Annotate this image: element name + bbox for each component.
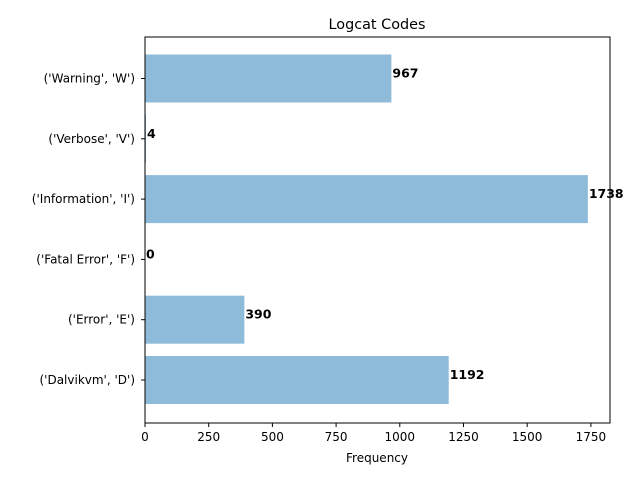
y-tick-label: ('Verbose', 'V') bbox=[48, 132, 135, 146]
bar bbox=[145, 54, 392, 103]
bars-group bbox=[145, 54, 588, 404]
data-label: 1738 bbox=[589, 186, 624, 201]
bar bbox=[145, 175, 588, 224]
data-label: 1192 bbox=[450, 367, 485, 382]
x-tick-label: 250 bbox=[197, 430, 220, 444]
plot-frame bbox=[144, 36, 611, 424]
chart-title: Logcat Codes bbox=[329, 17, 426, 33]
x-tick-label: 500 bbox=[261, 430, 284, 444]
data-labels-group: 1192 390 0 1738 4 967 bbox=[146, 66, 624, 383]
x-tick-label: 1000 bbox=[385, 430, 416, 444]
data-label: 967 bbox=[392, 66, 418, 81]
x-tick-label: 0 bbox=[141, 430, 149, 444]
x-tick-label: 750 bbox=[325, 430, 348, 444]
y-tick-label: ('Dalvikvm', 'D') bbox=[39, 373, 135, 387]
x-tick-label: 1750 bbox=[576, 430, 607, 444]
x-tick-label: 1500 bbox=[512, 430, 543, 444]
x-axis-label: Frequency bbox=[346, 451, 408, 465]
y-axis: ('Dalvikvm', 'D') ('Error', 'E') ('Fatal E… bbox=[32, 72, 145, 387]
y-tick-label: ('Error', 'E') bbox=[68, 313, 135, 327]
y-tick-label: ('Information', 'I') bbox=[32, 192, 135, 206]
bar bbox=[145, 295, 245, 344]
data-label: 390 bbox=[245, 307, 271, 322]
x-tick-label: 1250 bbox=[448, 430, 479, 444]
bar bbox=[145, 114, 147, 163]
bar bbox=[145, 356, 449, 404]
data-label: 4 bbox=[147, 126, 156, 141]
data-label: 0 bbox=[146, 246, 155, 261]
y-tick-label: ('Fatal Error', 'F') bbox=[36, 252, 135, 266]
x-axis: 0 250 500 750 1000 1250 1500 1750 bbox=[141, 423, 606, 444]
y-tick-label: ('Warning', 'W') bbox=[44, 72, 135, 86]
